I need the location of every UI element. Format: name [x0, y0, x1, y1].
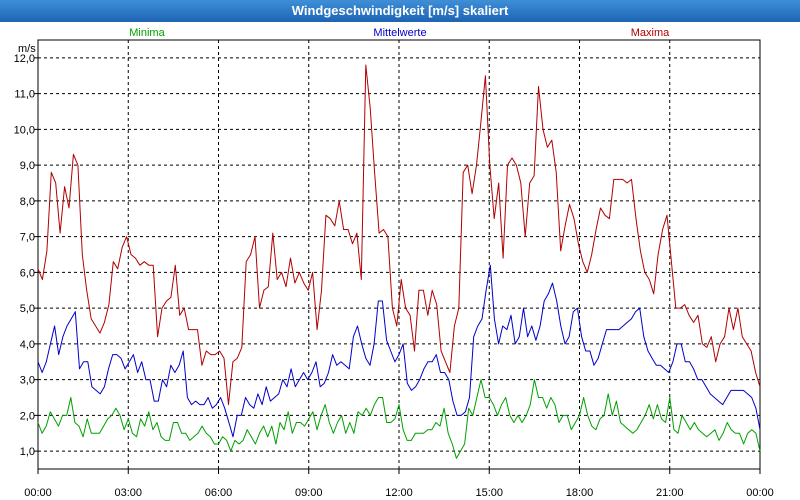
chart-title: Windgeschwindigkeit [m/s] skaliert — [0, 0, 800, 22]
y-tick-label: 8,0 — [20, 196, 35, 208]
legend-mittelwerte: Mittelwerte — [373, 27, 426, 39]
y-tick-label: 5,0 — [20, 303, 35, 315]
x-tick-time: 06:00 — [205, 487, 233, 499]
chart-canvas: m/s 1,0 2,0 3,0 4,0 5,0 6,0 7,0 8,0 9,0 10,0 11,0 1… — [14, 27, 774, 499]
x-tick-time: 00:00 — [24, 487, 52, 499]
x-tick-time: 09:00 — [295, 487, 323, 499]
x-tick-time: 21:00 — [656, 487, 684, 499]
legend-maxima: Maxima — [631, 27, 670, 39]
y-tick-label: 3,0 — [20, 375, 35, 387]
y-axis-label: m/s — [18, 43, 36, 55]
legend: Minima Mittelwerte Maxima — [129, 27, 670, 39]
x-tick-time: 00:00 — [746, 487, 774, 499]
y-tick-label: 12,0 — [14, 53, 35, 65]
y-tick-label: 1,0 — [20, 446, 35, 458]
x-axis: 00:0004.02.1603:0004.02.1606:0004.02.160… — [24, 469, 774, 499]
series-line-mittelwerte — [37, 264, 761, 438]
y-tick-label: 10,0 — [14, 124, 35, 136]
y-tick-label: 4,0 — [20, 339, 35, 351]
series-line-maxima — [37, 64, 761, 406]
x-tick-time: 12:00 — [385, 487, 413, 499]
y-tick-label: 11,0 — [14, 89, 35, 101]
series-lines — [37, 64, 761, 459]
y-tick-label: 2,0 — [20, 410, 35, 422]
x-tick-time: 18:00 — [566, 487, 594, 499]
y-tick-label: 7,0 — [20, 232, 35, 244]
y-tick-label: 6,0 — [20, 267, 35, 279]
x-tick-time: 15:00 — [475, 487, 503, 499]
plot-area — [37, 39, 761, 470]
y-tick-label: 9,0 — [20, 160, 35, 172]
legend-minima: Minima — [129, 27, 165, 39]
x-tick-time: 03:00 — [114, 487, 142, 499]
y-axis: m/s 1,0 2,0 3,0 4,0 5,0 6,0 7,0 8,0 9,0 10,0 11,0 1… — [14, 43, 38, 458]
grid-lines — [38, 40, 760, 469]
series-line-minima — [37, 379, 761, 459]
